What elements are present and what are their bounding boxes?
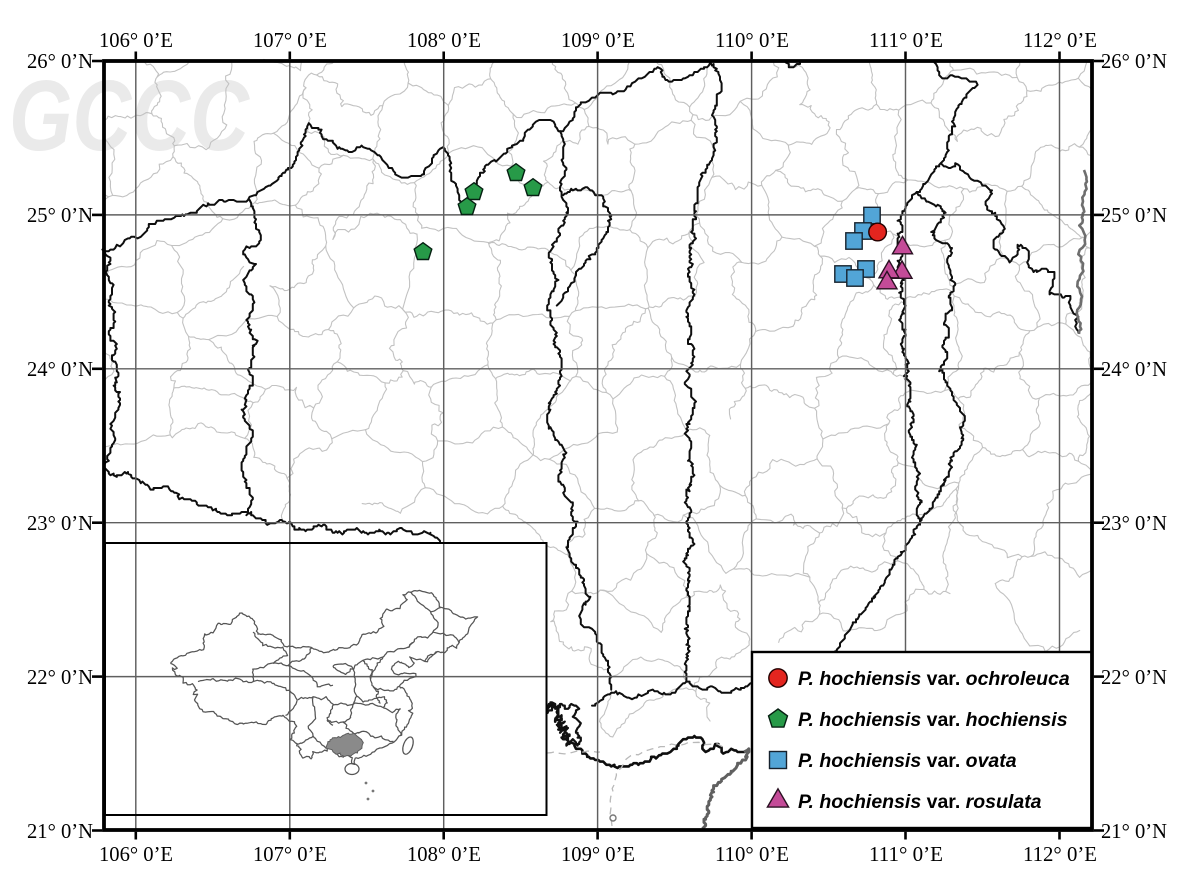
svg-text:111° 0’E: 111° 0’E bbox=[869, 28, 943, 52]
svg-text:22° 0’N: 22° 0’N bbox=[27, 665, 93, 689]
svg-text:22° 0’N: 22° 0’N bbox=[1101, 665, 1167, 689]
svg-text:107° 0’E: 107° 0’E bbox=[253, 842, 327, 866]
svg-text:106° 0’E: 106° 0’E bbox=[99, 28, 173, 52]
svg-text:26° 0’N: 26° 0’N bbox=[27, 49, 93, 73]
svg-text:24° 0’N: 24° 0’N bbox=[27, 357, 93, 381]
svg-text:111° 0’E: 111° 0’E bbox=[869, 842, 943, 866]
svg-text:109° 0’E: 109° 0’E bbox=[561, 842, 635, 866]
svg-text:107° 0’E: 107° 0’E bbox=[253, 28, 327, 52]
svg-text:25° 0’N: 25° 0’N bbox=[27, 203, 93, 227]
svg-text:P. hochiensis var. ochroleuca: P. hochiensis var. ochroleuca bbox=[798, 668, 1070, 690]
svg-text:108° 0’E: 108° 0’E bbox=[407, 842, 481, 866]
svg-text:109° 0’E: 109° 0’E bbox=[561, 28, 635, 52]
svg-text:110° 0’E: 110° 0’E bbox=[715, 28, 789, 52]
svg-text:108° 0’E: 108° 0’E bbox=[407, 28, 481, 52]
svg-text:P. hochiensis var. hochiensis: P. hochiensis var. hochiensis bbox=[798, 709, 1068, 731]
svg-text:GCCC: GCCC bbox=[9, 60, 250, 172]
svg-text:24° 0’N: 24° 0’N bbox=[1101, 357, 1167, 381]
svg-text:110° 0’E: 110° 0’E bbox=[715, 842, 789, 866]
svg-text:26° 0’N: 26° 0’N bbox=[1101, 49, 1167, 73]
svg-text:112° 0’E: 112° 0’E bbox=[1023, 842, 1097, 866]
svg-text:P. hochiensis var. rosulata: P. hochiensis var. rosulata bbox=[798, 791, 1042, 813]
svg-text:23° 0’N: 23° 0’N bbox=[27, 511, 93, 535]
svg-text:25° 0’N: 25° 0’N bbox=[1101, 203, 1167, 227]
svg-text:106° 0’E: 106° 0’E bbox=[99, 842, 173, 866]
svg-text:23° 0’N: 23° 0’N bbox=[1101, 511, 1167, 535]
svg-text:21° 0’N: 21° 0’N bbox=[27, 819, 93, 843]
svg-text:112° 0’E: 112° 0’E bbox=[1023, 28, 1097, 52]
svg-text:21° 0’N: 21° 0’N bbox=[1101, 819, 1167, 843]
svg-text:P. hochiensis var. ovata: P. hochiensis var. ovata bbox=[798, 750, 1017, 772]
